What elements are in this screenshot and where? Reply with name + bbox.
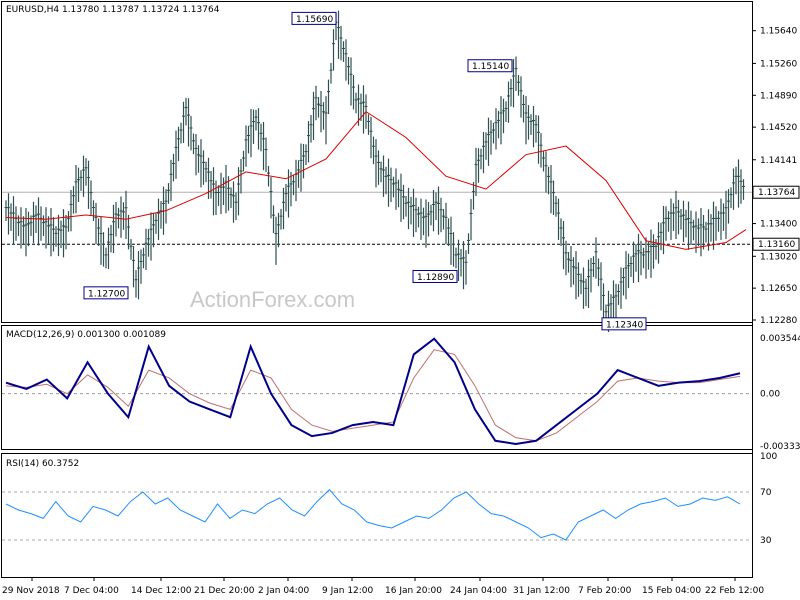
price-annotations: 1.15690 1.15140 1.12700 1.12890 1.12340 [83, 11, 647, 331]
price-tick-label: 1.14141 [760, 156, 797, 166]
price-tick-label: 1.12280 [760, 316, 797, 326]
price-axis: 1.15640 1.15260 1.14890 1.14520 1.14141 1.137… [752, 27, 797, 326]
x-tick-label: 16 Jan 20:00 [385, 586, 442, 596]
x-tick-label: 14 Dec 12:00 [131, 586, 192, 596]
rsi-tick-label: 30 [760, 536, 772, 546]
price-annotation-label: 1.15140 [472, 62, 509, 72]
price-series: 1.13160 1.13764 [2, 10, 800, 333]
price-panel-title: EURUSD,H4 1.13780 1.13787 1.13724 1.1376… [6, 5, 220, 15]
x-tick-label: 31 Jan 12:00 [513, 586, 570, 596]
price-tick-label: 1.13400 [760, 220, 797, 230]
price-annotation-box [83, 286, 129, 300]
current-price-box [752, 185, 800, 199]
x-tick-label: 22 Feb 12:00 [705, 586, 764, 596]
support-price-label: 1.13160 [758, 240, 795, 250]
price-annotation-label: 1.12340 [606, 320, 643, 330]
macd-panel-title: MACD(12,26,9) 0.001300 0.001089 [6, 330, 166, 340]
x-tick-label: 15 Feb 04:00 [642, 586, 701, 596]
x-tick-label: 9 Jan 12:00 [322, 586, 374, 596]
x-tick-label: 21 Dec 20:00 [194, 586, 255, 596]
price-annotation-box [467, 59, 513, 73]
x-tick-label: 7 Feb 20:00 [578, 586, 632, 596]
price-tick-label: 1.12650 [760, 284, 797, 294]
price-tick-label: 1.15640 [760, 27, 797, 37]
rsi-series: 100 70 30 [2, 452, 777, 546]
rsi-panel [1, 453, 753, 578]
support-price-box [752, 237, 800, 251]
rsi-line [5, 488, 741, 541]
x-tick-label: 7 Dec 04:00 [64, 586, 119, 596]
price-tick-label: 1.14520 [760, 123, 797, 133]
price-annotation-box [601, 317, 647, 331]
watermark: ActionForex.com [190, 287, 355, 312]
price-tick-label: 1.13020 [760, 252, 797, 262]
price-annotation-box [291, 11, 337, 25]
current-price-label: 1.13764 [758, 188, 795, 198]
price-tick-label: 1.14890 [760, 91, 797, 101]
macd-tick-label: 0.00 [760, 390, 780, 400]
x-axis: 29 Nov 2018 7 Dec 04:00 14 Dec 12:00 21 Dec… [2, 577, 764, 596]
price-annotation-label: 1.12890 [417, 273, 454, 283]
price-annotation-box [412, 269, 458, 283]
macd-line [5, 337, 741, 445]
price-tick-label: 1.15260 [760, 59, 797, 69]
price-annotation-label: 1.15690 [296, 15, 333, 25]
x-tick-label: 29 Nov 2018 [2, 586, 60, 596]
macd-panel [1, 325, 753, 450]
moving-average-line [5, 110, 747, 250]
price-annotation-label: 1.12700 [88, 289, 125, 299]
x-tick-label: 2 Jan 04:00 [258, 586, 310, 596]
rsi-tick-label: 100 [760, 452, 777, 462]
x-tick-label: 24 Jan 04:00 [450, 586, 507, 596]
macd-signal-line [5, 349, 741, 442]
macd-tick-label: 0.003544 [760, 334, 800, 344]
rsi-tick-label: 70 [760, 488, 772, 498]
rsi-panel-title: RSI(14) 60.3752 [6, 459, 79, 469]
